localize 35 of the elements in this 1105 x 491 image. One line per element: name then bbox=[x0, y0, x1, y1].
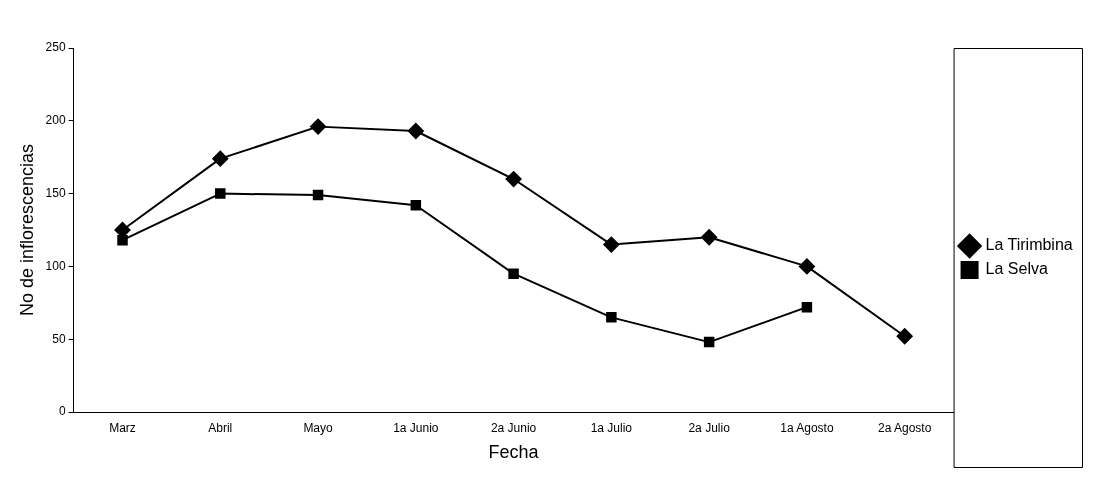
y-tick-label: 100 bbox=[45, 258, 66, 273]
point bbox=[603, 236, 620, 253]
point bbox=[801, 301, 813, 313]
y-axis-title: No de inflorescencias bbox=[16, 143, 37, 317]
x-tick-label: Marz bbox=[109, 420, 136, 435]
point bbox=[505, 171, 522, 188]
x-tick-label: 2a Julio bbox=[688, 420, 731, 435]
point bbox=[117, 234, 128, 246]
point bbox=[212, 150, 229, 167]
point bbox=[310, 118, 327, 135]
legend-label: La Tirimbina bbox=[985, 236, 1073, 254]
point bbox=[508, 268, 519, 279]
y-tick-label: 250 bbox=[45, 40, 66, 55]
x-tick-label: Mayo bbox=[303, 420, 334, 435]
x-tick-label: Abril bbox=[208, 420, 233, 435]
x-axis-title: Fecha bbox=[488, 442, 540, 463]
x-tick-label: 2a Junio bbox=[490, 420, 537, 435]
legend-label: La Selva bbox=[985, 260, 1048, 278]
y-tick-label: 0 bbox=[58, 404, 66, 419]
point bbox=[606, 312, 617, 323]
point bbox=[410, 200, 422, 211]
point bbox=[215, 188, 226, 199]
point bbox=[896, 328, 913, 345]
x-tick-label: 1a Julio bbox=[590, 420, 633, 435]
point bbox=[798, 258, 815, 275]
point bbox=[701, 229, 718, 246]
x-tick-label: 1a Junio bbox=[393, 420, 439, 435]
x-tick-label: 2a Agosto bbox=[877, 420, 932, 435]
x-tick-label: 1a Agosto bbox=[780, 420, 834, 435]
point bbox=[312, 189, 324, 201]
y-tick-label: 200 bbox=[45, 113, 66, 128]
point bbox=[407, 122, 424, 139]
y-tick-label: 150 bbox=[45, 185, 66, 200]
y-tick-label: 50 bbox=[52, 331, 66, 346]
point bbox=[703, 336, 715, 348]
